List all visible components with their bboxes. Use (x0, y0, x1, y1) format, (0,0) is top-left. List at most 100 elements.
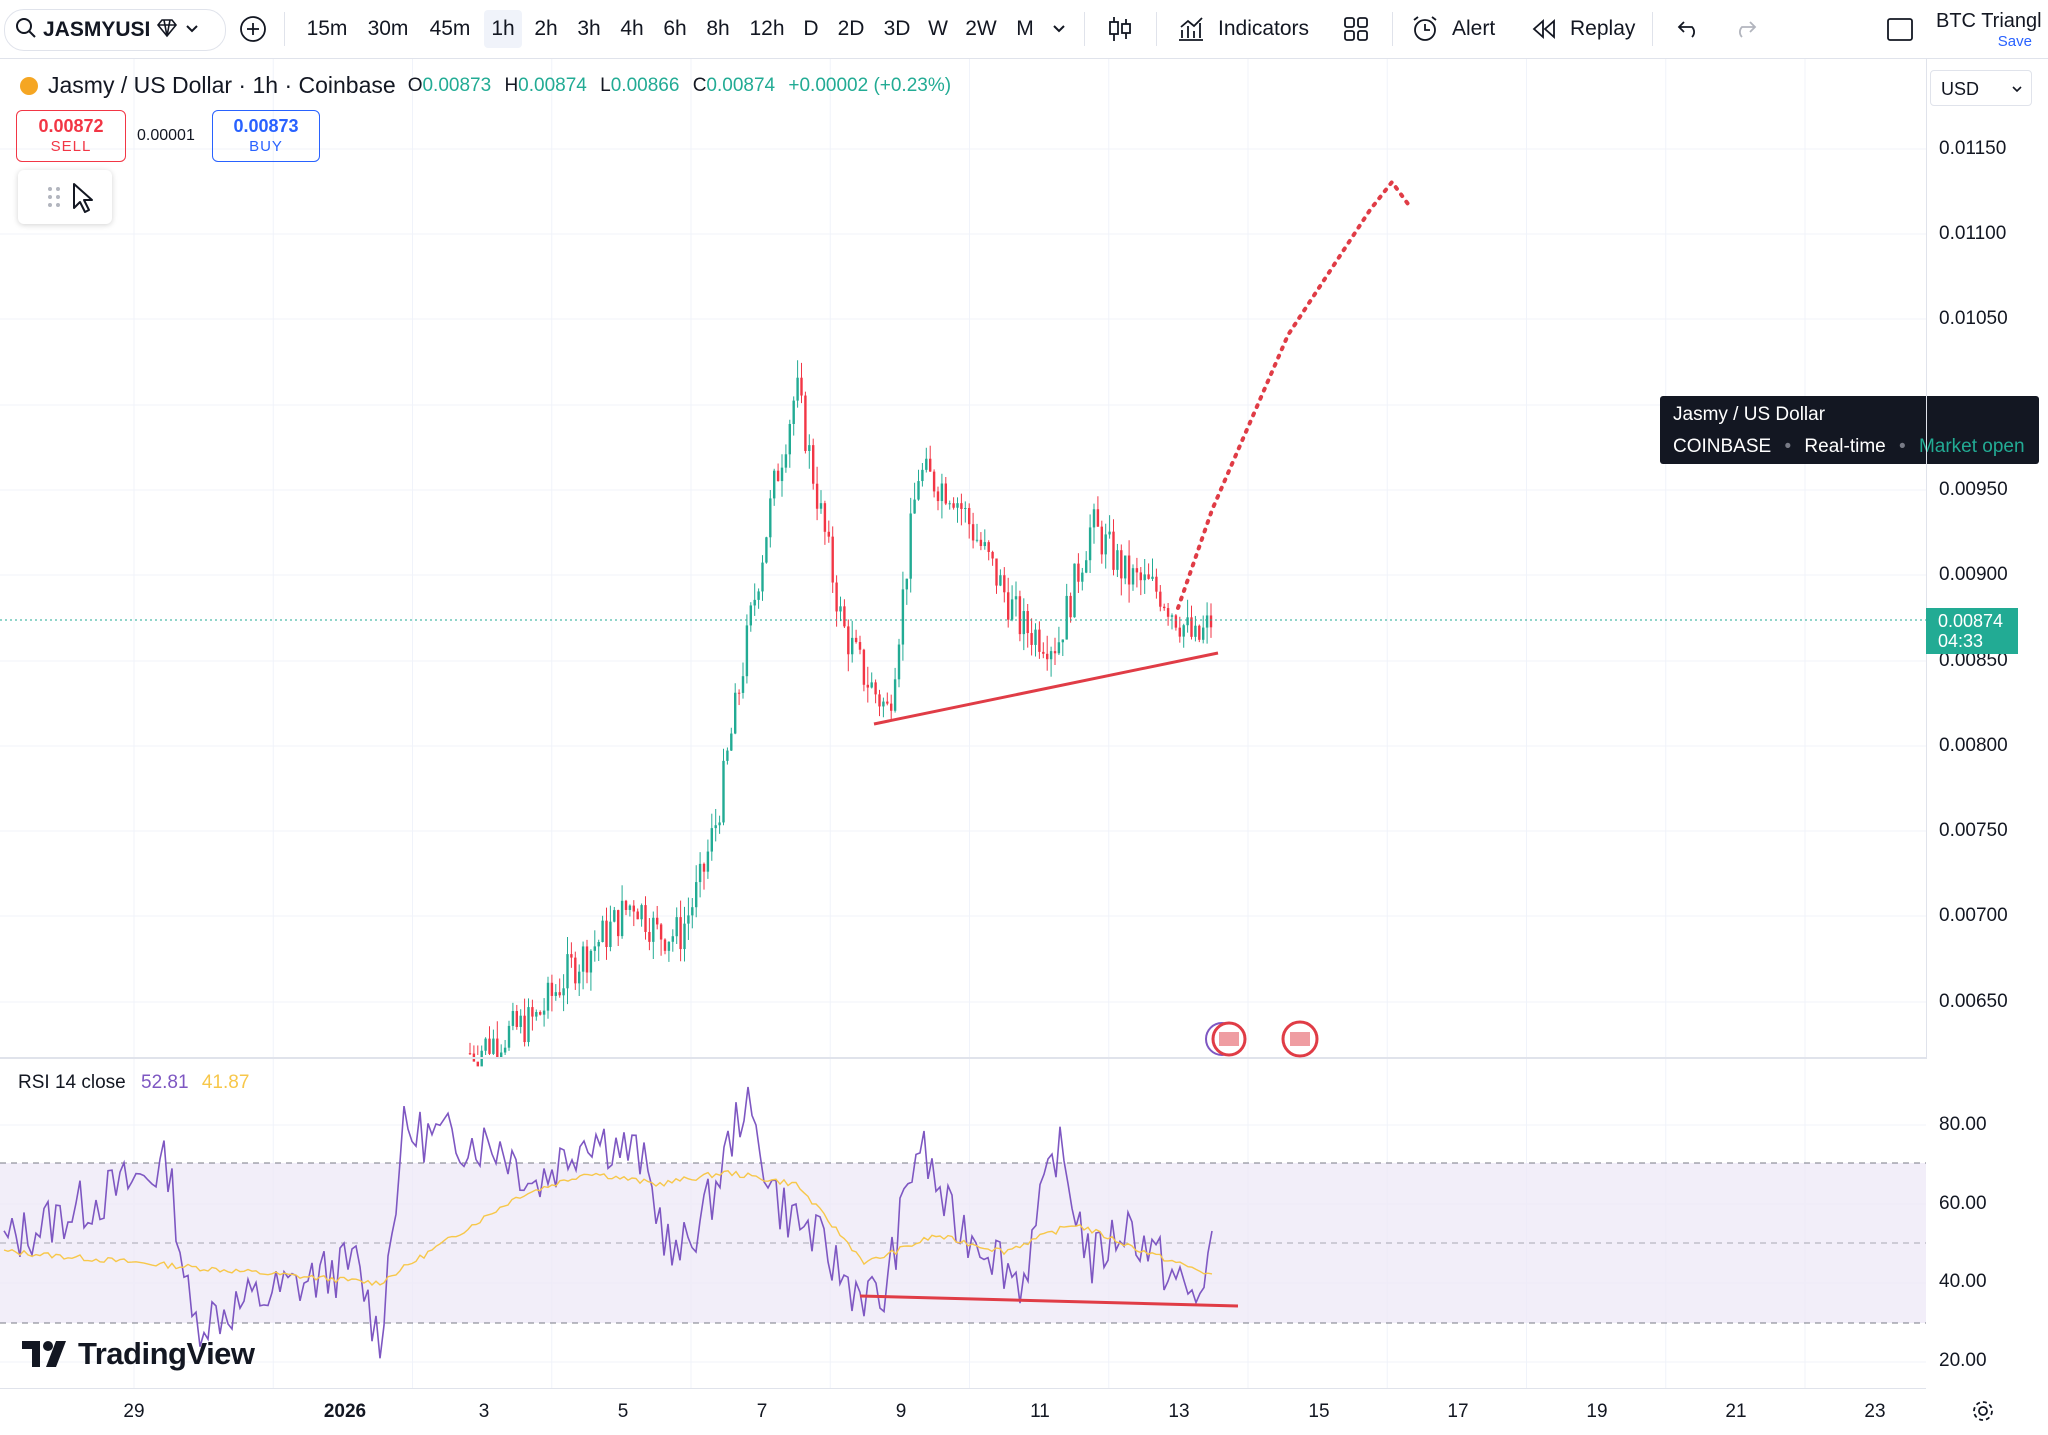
time-label: 2026 (323, 1401, 367, 1422)
time-label: 19 (1586, 1401, 1608, 1422)
interval-w[interactable]: W (928, 17, 948, 40)
interval-8h[interactable]: 8h (706, 17, 730, 40)
candle-body (882, 701, 885, 707)
symbol-search[interactable]: JASMYUSD (4, 9, 226, 51)
candle-body (819, 503, 823, 509)
candle-body (948, 503, 951, 505)
candle-body (987, 542, 990, 552)
projection-path (1176, 178, 1410, 610)
layout-name-button[interactable]: BTC Triangl Save (1936, 10, 2048, 50)
interval-30m[interactable]: 30m (367, 17, 409, 40)
interval-45m[interactable]: 45m (429, 17, 471, 40)
rsi-divergence-line (859, 1294, 1239, 1308)
add-symbol-button[interactable] (238, 0, 268, 58)
interval-4h[interactable]: 4h (620, 17, 644, 40)
tradingview-logo[interactable]: TradingView (22, 1336, 255, 1372)
candle-body (597, 941, 600, 947)
rsi-axis-label: 60.00 (1939, 1193, 1987, 1214)
rsi-legend[interactable]: RSI 14 close 52.81 41.87 (18, 1072, 249, 1094)
candle-body (507, 1025, 511, 1048)
interval-d[interactable]: D (803, 17, 819, 40)
current-price-value: 0.00874 (1938, 611, 2004, 631)
interval-3h[interactable]: 3h (577, 17, 601, 40)
grid-icon (1344, 17, 1368, 41)
candle-body (878, 694, 881, 707)
alert-button[interactable]: Alert (1410, 0, 1495, 58)
rsi-ma-value: 41.87 (201, 1072, 250, 1093)
interval-2h[interactable]: 2h (534, 17, 558, 40)
tv-logo-icon (22, 1341, 66, 1367)
diamond-icon[interactable] (155, 18, 179, 43)
candle-body (812, 445, 815, 484)
interval-2w[interactable]: 2W (965, 17, 997, 40)
candle-body (1127, 555, 1131, 585)
interval-3d[interactable]: 3D (883, 17, 911, 40)
interval-m[interactable]: M (1016, 17, 1034, 40)
candle-body (979, 539, 983, 547)
interval-2d[interactable]: 2D (837, 17, 865, 40)
interval-6h[interactable]: 6h (663, 17, 687, 40)
candle-body (617, 910, 620, 937)
save-button[interactable]: Save (1997, 33, 2032, 50)
candle-body (1085, 560, 1088, 573)
candle-body (636, 911, 639, 920)
replay-label[interactable]: Replay (1570, 17, 1636, 40)
ohlc-values: O0.00873 H0.00874 L0.00866 C0.00874 +0.0… (408, 75, 951, 97)
settings-button[interactable] (1970, 1398, 1996, 1429)
candle-body (843, 606, 846, 627)
candle-body (890, 703, 893, 711)
sell-button[interactable]: 0.00872 SELL (16, 110, 126, 162)
economic-event-icons (1205, 1020, 1319, 1058)
layout-toggle-button[interactable] (1886, 0, 1914, 58)
redo-button[interactable] (1732, 0, 1758, 58)
candle-body (741, 676, 745, 693)
time-axis[interactable]: 29 2026 3 5 7 9 11 13 15 17 19 21 23 (0, 1388, 1926, 1435)
drawing-tool-panel[interactable] (18, 170, 112, 224)
indicators-button[interactable]: Indicators (1176, 0, 1309, 58)
candle-body (515, 1011, 518, 1027)
candle-body (1139, 572, 1142, 581)
candle-body (1104, 534, 1107, 555)
undo-button[interactable] (1676, 0, 1702, 58)
candle-body (620, 900, 624, 937)
candle-body (1057, 642, 1061, 654)
indicators-label[interactable]: Indicators (1218, 17, 1310, 40)
alarm-clock-icon (1413, 16, 1437, 41)
rsi-label: RSI 14 close (18, 1072, 126, 1093)
interval-1h[interactable]: 1h (484, 10, 522, 48)
layouts-button[interactable] (1342, 0, 1370, 58)
rsi-axis-label: 80.00 (1939, 1114, 1987, 1135)
candle-body (585, 946, 589, 973)
interval-12h[interactable]: 12h (749, 17, 785, 40)
candle-body (905, 578, 908, 590)
buy-button[interactable]: 0.00873 BUY (212, 110, 320, 162)
chevron-down-icon (2012, 86, 2022, 93)
candle-body (644, 905, 647, 932)
symbol-title[interactable]: Jasmy / US Dollar · 1h · Coinbase (48, 72, 396, 98)
price-axis[interactable]: 0.01150 0.01100 0.01050 0.00950 0.00900 … (1926, 59, 2048, 1371)
interval-15m[interactable]: 15m (306, 17, 348, 40)
rsi-ma-line (3, 1170, 1213, 1287)
alert-label[interactable]: Alert (1452, 17, 1496, 40)
layout-name[interactable]: BTC Triangl (1936, 10, 2042, 32)
candle-body (929, 458, 932, 472)
drag-handle-icon (48, 187, 60, 207)
candle-body (550, 982, 554, 996)
candle-body (558, 992, 561, 996)
change-value: +0.00002 (+0.23%) (788, 74, 952, 96)
candle-body (1131, 568, 1135, 585)
candle-body (936, 491, 940, 502)
rsi-line (3, 1086, 1213, 1359)
intervals-dropdown[interactable] (1052, 0, 1066, 58)
replay-button[interactable]: Replay (1530, 0, 1635, 58)
currency-select[interactable]: USD (1930, 70, 2032, 106)
price-label: 0.00750 (1939, 820, 2008, 841)
top-toolbar: JASMYUSD 15m 30m 45m 1h 2h 3h 4h 6h 8h 1… (0, 0, 2048, 59)
symbol-text[interactable]: JASMYUSD (43, 18, 149, 41)
candle-body (893, 679, 897, 711)
candle-body (960, 503, 963, 509)
chart-type-button[interactable] (1106, 0, 1134, 58)
chevron-down-icon[interactable] (185, 21, 199, 39)
candle-body (757, 591, 760, 600)
